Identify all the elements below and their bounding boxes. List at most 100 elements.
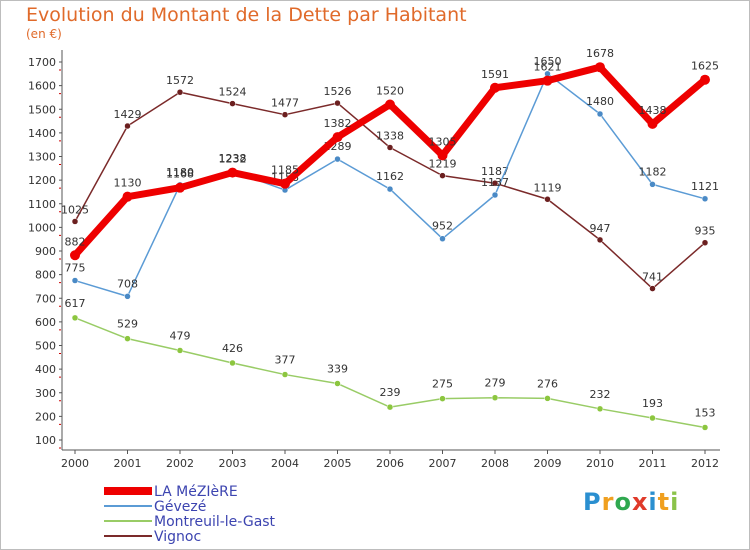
data-point [544, 395, 551, 402]
data-point [71, 218, 79, 225]
data-point [596, 236, 604, 244]
data-label: 1625 [691, 60, 719, 73]
data-point [229, 359, 236, 367]
x-tick-label: 2008 [481, 457, 509, 470]
data-label: 193 [642, 397, 663, 410]
data-label: 1572 [166, 74, 194, 87]
data-point [176, 88, 184, 96]
logo-letter: x [631, 488, 649, 516]
y-tick-label: 600 [35, 316, 56, 329]
x-tick-label: 2006 [376, 457, 404, 470]
data-label: 775 [65, 262, 86, 275]
proxiti-logo: Proxiti [583, 488, 679, 516]
data-label: 339 [327, 363, 348, 376]
data-point [334, 99, 341, 107]
legend-label: LA MéZIèRE [154, 484, 238, 500]
data-point [491, 394, 499, 401]
y-tick-label: 100 [35, 434, 56, 447]
x-tick-label: 2005 [324, 457, 352, 470]
x-tick-label: 2003 [219, 457, 247, 470]
data-point [649, 414, 656, 422]
x-tick-label: 2012 [691, 457, 719, 470]
chart-title: Evolution du Montant de la Dette par Hab… [26, 4, 467, 26]
data-point [701, 424, 709, 431]
data-label: 947 [590, 222, 611, 235]
data-label: 1025 [61, 203, 89, 216]
data-label: 479 [170, 329, 191, 342]
chart-unit: (en €) [26, 27, 62, 41]
y-tick-label: 1200 [28, 174, 56, 187]
data-point [122, 191, 133, 202]
data-label: 741 [642, 271, 663, 284]
logo-letter: r [601, 488, 615, 516]
data-label: 1121 [691, 180, 719, 193]
data-label: 1520 [376, 85, 404, 98]
data-point [71, 314, 79, 322]
data-label: 1305 [429, 135, 457, 148]
x-tick-label: 2010 [586, 457, 614, 470]
data-point [596, 110, 604, 118]
y-tick-label: 1100 [28, 198, 56, 211]
x-tick-label: 2007 [429, 457, 457, 470]
data-label: 239 [380, 386, 401, 399]
legend-label: Montreuil-le-Gast [154, 514, 276, 530]
data-point [281, 371, 289, 378]
data-label: 617 [65, 297, 86, 310]
data-label: 1480 [586, 95, 614, 108]
data-label: 1429 [114, 108, 142, 121]
data-point [439, 172, 446, 179]
data-label: 153 [695, 406, 716, 419]
data-point [386, 185, 394, 193]
data-label: 276 [537, 377, 558, 390]
data-point [124, 122, 131, 130]
data-point [386, 403, 394, 411]
data-point [70, 250, 80, 261]
data-point [386, 144, 394, 151]
data-label: 1621 [534, 61, 562, 74]
data-label: 377 [275, 354, 296, 367]
data-point [544, 196, 551, 203]
data-point [437, 150, 448, 161]
legend-label: Vignoc [154, 529, 201, 545]
data-label: 1119 [534, 181, 562, 194]
y-tick-label: 1000 [28, 221, 56, 234]
data-label: 1438 [639, 104, 667, 117]
y-tick-label: 400 [35, 363, 56, 376]
data-point [71, 277, 79, 284]
data-label: 1185 [271, 164, 299, 177]
data-point [334, 155, 341, 163]
data-label: 529 [117, 318, 138, 331]
legend-label: Gévezé [154, 499, 206, 515]
data-label: 935 [695, 225, 716, 238]
data-label: 279 [485, 377, 506, 390]
data-point [491, 191, 499, 199]
data-label: 1180 [166, 166, 194, 179]
logo-letter: i [670, 488, 680, 516]
x-tick-label: 2004 [271, 457, 299, 470]
data-label: 1238 [219, 152, 247, 165]
data-label: 1182 [639, 165, 667, 178]
data-point [701, 239, 709, 246]
data-point [490, 82, 500, 93]
x-tick-label: 2001 [114, 457, 142, 470]
data-point [701, 195, 709, 203]
data-label: 1678 [586, 47, 614, 60]
y-tick-label: 200 [35, 410, 56, 423]
data-point [647, 118, 658, 129]
data-point [439, 395, 446, 402]
logo-letter: o [614, 488, 632, 516]
data-label: 1338 [376, 130, 404, 143]
data-point [281, 111, 289, 118]
data-point [124, 293, 131, 300]
y-tick-label: 1300 [28, 151, 56, 164]
data-point [439, 235, 446, 242]
data-label: 1591 [481, 68, 509, 81]
data-point [175, 182, 185, 193]
data-label: 1232 [219, 153, 247, 166]
data-label: 952 [432, 220, 453, 233]
x-tick-label: 2002 [166, 457, 194, 470]
y-tick-label: 500 [35, 340, 56, 353]
data-label: 232 [590, 388, 611, 401]
data-label: 1524 [219, 86, 247, 99]
data-point [700, 74, 710, 85]
